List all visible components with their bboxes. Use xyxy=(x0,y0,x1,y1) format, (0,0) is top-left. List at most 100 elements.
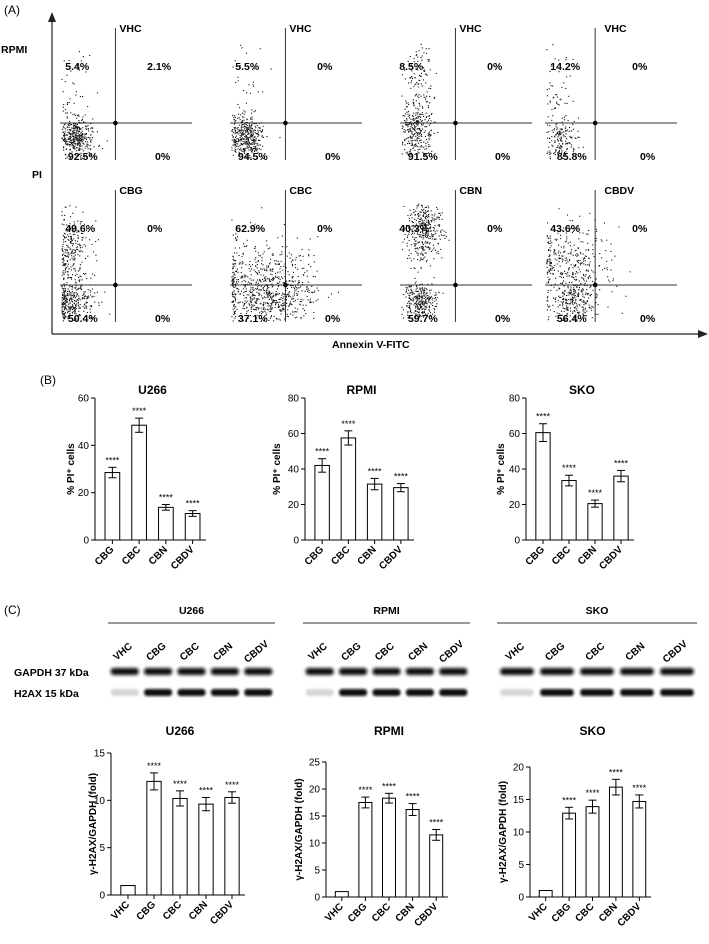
h2ax-band xyxy=(210,689,239,696)
bar xyxy=(104,472,121,541)
quadrant-upper-right-value: 0% xyxy=(147,223,163,235)
quadrant-lower-left-value: 85.8% xyxy=(557,151,587,163)
bar-chart-4: RPMI 0 5 10 15 20 25 γ-H2AX/GAPDH (fold) VHC ****… xyxy=(294,724,448,929)
x-tick-label: CBG xyxy=(524,544,548,568)
quadrant-upper-left-value: 5.4% xyxy=(65,61,90,73)
x-tick-label: CBN xyxy=(356,544,379,567)
flow-plot-5: CBC 62.9% 0% 37.1% 0% xyxy=(230,185,362,325)
x-tick-label: CBG xyxy=(93,544,117,568)
blot-lane-label: VHC xyxy=(306,641,329,663)
gapdh-band xyxy=(372,668,401,675)
bar-chart-2: SKO 0 20 40 60 80 % PI⁺ cells **** CBG **** CBC ***… xyxy=(496,383,634,572)
bar xyxy=(561,480,577,541)
blot-group-1: RPMI VHC CBG CBC CBN CBDV xyxy=(303,605,470,696)
significance-label: **** xyxy=(105,455,120,465)
significance-label: **** xyxy=(368,466,383,476)
significance-label: **** xyxy=(562,795,577,805)
quadrant-lower-right-value: 0% xyxy=(325,151,341,163)
bar-chart-0: U266 0 20 40 60 % PI⁺ cells **** CBG **** CBC ****… xyxy=(66,383,206,572)
panel-label-b: (B) xyxy=(40,373,56,387)
gapdh-band xyxy=(660,668,694,675)
quadrant-lower-left-value: 37.1% xyxy=(238,313,268,325)
bar xyxy=(340,437,357,541)
h2ax-band xyxy=(405,689,434,696)
x-tick-label: CBDV xyxy=(597,544,625,572)
bar-chart-3: U266 0 5 10 15 γ-H2AX/GAPDH (fold) VHC **** CBG *… xyxy=(88,724,245,927)
blot-group-title: SKO xyxy=(586,605,609,617)
bar xyxy=(632,800,647,898)
scatter-points xyxy=(61,51,108,160)
blot-group-0: U266 VHC CBG CBC CBN CBDV xyxy=(108,605,275,696)
y-axis-label: % PI⁺ cells xyxy=(272,443,283,495)
h2ax-band xyxy=(580,689,614,696)
y-tick-label: 0 xyxy=(99,891,105,902)
bar xyxy=(131,424,147,541)
chart-title: RPMI xyxy=(347,383,377,397)
x-tick-label: CBG xyxy=(303,544,327,568)
y-tick-label: 60 xyxy=(78,394,90,405)
x-tick-label: CBN xyxy=(576,544,599,567)
bar-chart-1: RPMI 0 20 40 60 80 % PI⁺ cells **** CBG **** CBC **… xyxy=(272,383,414,572)
bar xyxy=(613,475,629,541)
blot-lane-label: CBDV xyxy=(437,639,466,666)
blot-lane-label: CBC xyxy=(373,641,397,663)
x-tick-label: CBG xyxy=(135,899,159,923)
flow-plot-1: VHC 5.5% 0% 94.5% 0% xyxy=(230,23,362,163)
bar xyxy=(314,464,330,541)
h2ax-band xyxy=(439,689,468,696)
flow-y-axis-label: PI xyxy=(32,169,42,181)
quadrant-upper-right-value: 2.1% xyxy=(147,61,172,73)
flow-frame xyxy=(48,12,708,338)
significance-label: **** xyxy=(562,463,577,473)
y-tick-label: 5 xyxy=(518,860,524,871)
quadrant-upper-right-value: 0% xyxy=(317,223,333,235)
blot-group-2: SKO VHC CBG CBC CBN CBDV xyxy=(497,605,697,696)
y-tick-label: 15 xyxy=(513,795,525,806)
gapdh-band xyxy=(244,668,273,675)
y-axis-label: % PI⁺ cells xyxy=(496,443,507,495)
gapdh-band xyxy=(177,668,206,675)
chart-title: SKO xyxy=(579,724,605,738)
blot-group-title: RPMI xyxy=(373,605,399,617)
y-tick-label: 80 xyxy=(288,394,300,405)
bar xyxy=(585,806,600,898)
y-tick-label: 10 xyxy=(513,828,525,839)
bar xyxy=(382,797,396,898)
blot-lane-label: CBN xyxy=(211,641,235,663)
quadrant-lower-right-value: 0% xyxy=(495,151,511,163)
gapdh-band xyxy=(405,668,434,675)
significance-label: **** xyxy=(609,767,624,777)
blot-lane-label: VHC xyxy=(504,641,527,663)
bar xyxy=(608,786,623,898)
bar xyxy=(358,802,373,898)
blot-lane-label: CBDV xyxy=(242,639,271,666)
y-axis-label: γ-H2AX/GAPDH (fold) xyxy=(498,781,509,883)
y-tick-label: 0 xyxy=(514,536,520,547)
significance-label: **** xyxy=(588,488,603,498)
flow-plot-title: VHC xyxy=(459,23,482,35)
x-tick-label: CBC xyxy=(370,901,393,924)
bar xyxy=(562,812,577,898)
bar xyxy=(120,885,136,896)
significance-label: **** xyxy=(429,818,444,828)
panel-label-a: (A) xyxy=(4,3,20,17)
x-tick-label: VHC xyxy=(323,901,346,924)
significance-label: **** xyxy=(173,779,188,789)
chart-title: U266 xyxy=(166,724,195,738)
significance-label: **** xyxy=(132,406,147,416)
quadrant-upper-left-value: 49.6% xyxy=(65,223,95,235)
significance-label: **** xyxy=(382,781,397,791)
x-tick-label: CBDV xyxy=(377,544,405,572)
flow-row-label: RPMI xyxy=(1,44,27,56)
bar xyxy=(366,483,383,541)
quadrant-upper-right-value: 0% xyxy=(487,223,503,235)
h2ax-band xyxy=(244,689,273,696)
western-blot: U266 VHC CBG CBC CBN CBDV RPMI VHC CBG CBC CBN CBDV… xyxy=(14,605,697,700)
scatter-points xyxy=(546,44,584,160)
x-tick-label: CBC xyxy=(329,544,352,567)
quadrant-upper-right-value: 0% xyxy=(632,61,648,73)
quadrant-gate-point xyxy=(283,120,288,126)
h2ax-band xyxy=(372,689,401,696)
quadrant-upper-left-value: 14.2% xyxy=(550,61,580,73)
blot-row-label-h2ax: H2AX 15 kDa xyxy=(14,688,79,700)
